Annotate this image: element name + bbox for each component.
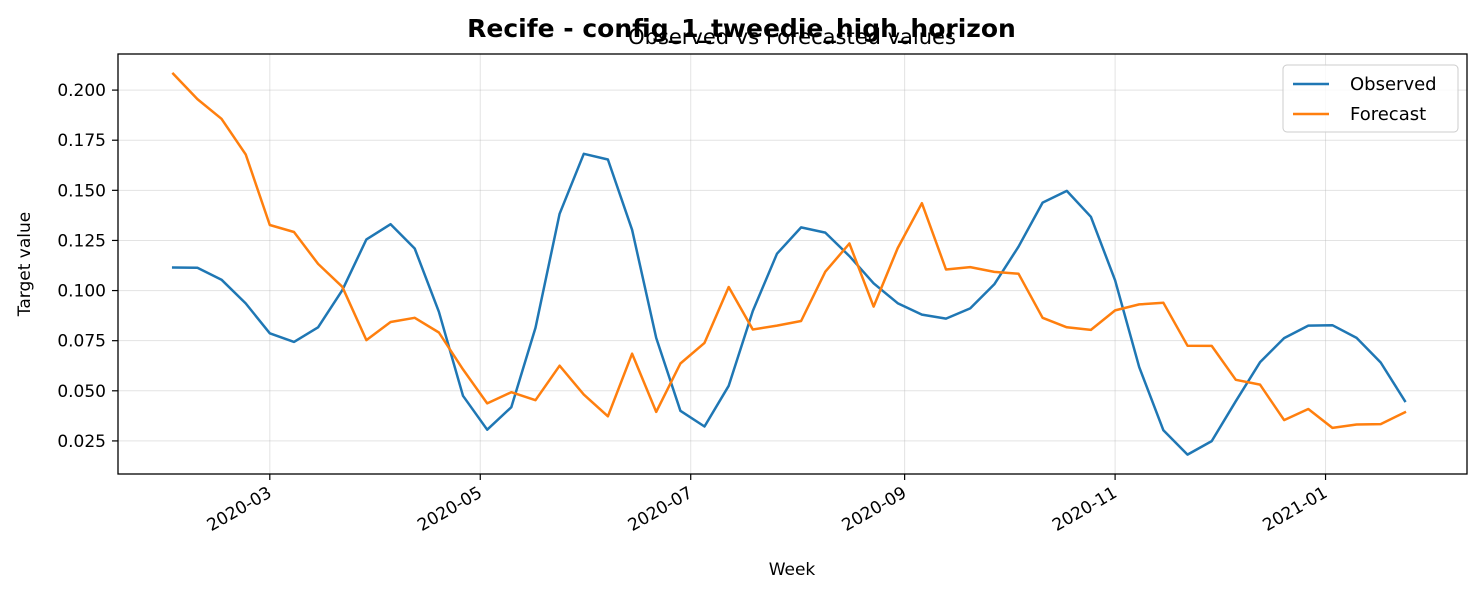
y-tick-label: 0.150 xyxy=(57,181,106,201)
y-tick-label: 0.175 xyxy=(57,131,106,151)
y-axis-label: Target value xyxy=(15,212,35,317)
legend-label-observed: Observed xyxy=(1350,74,1437,95)
gridlines xyxy=(118,54,1467,474)
x-tick-label: 2020-07 xyxy=(625,483,697,536)
x-tick-label: 2020-05 xyxy=(414,483,486,536)
x-tick-label: 2020-11 xyxy=(1049,483,1121,536)
x-axis: 2020-03 2020-05 2020-07 2020-09 2020-11 2021-… xyxy=(204,474,1331,536)
x-tick-label: 2020-09 xyxy=(839,483,911,536)
y-axis: 0.025 0.050 0.075 0.100 0.125 0.150 0.175 0.200 xyxy=(57,81,118,452)
x-axis-label: Week xyxy=(769,560,816,580)
y-tick-label: 0.200 xyxy=(57,81,106,101)
x-tick-label: 2020-03 xyxy=(204,483,276,536)
y-tick-label: 0.100 xyxy=(57,282,106,302)
plot-lines xyxy=(171,72,1407,456)
chart-subtitle: Observed vs Forecasted values xyxy=(628,25,956,49)
plot-frame xyxy=(117,53,1468,475)
series-line-observed xyxy=(171,152,1407,456)
y-tick-label: 0.075 xyxy=(57,332,106,352)
legend-label-forecast: Forecast xyxy=(1350,104,1426,125)
chart-title: Recife - config_1_tweedie_high_horizon xyxy=(467,14,1016,43)
x-tick-label: 2021-01 xyxy=(1260,483,1332,536)
y-tick-label: 0.025 xyxy=(57,432,106,452)
legend: Observed Forecast xyxy=(1282,64,1459,133)
series-line-forecast xyxy=(171,72,1407,430)
y-tick-label: 0.050 xyxy=(57,382,106,402)
y-tick-label: 0.125 xyxy=(57,231,106,251)
